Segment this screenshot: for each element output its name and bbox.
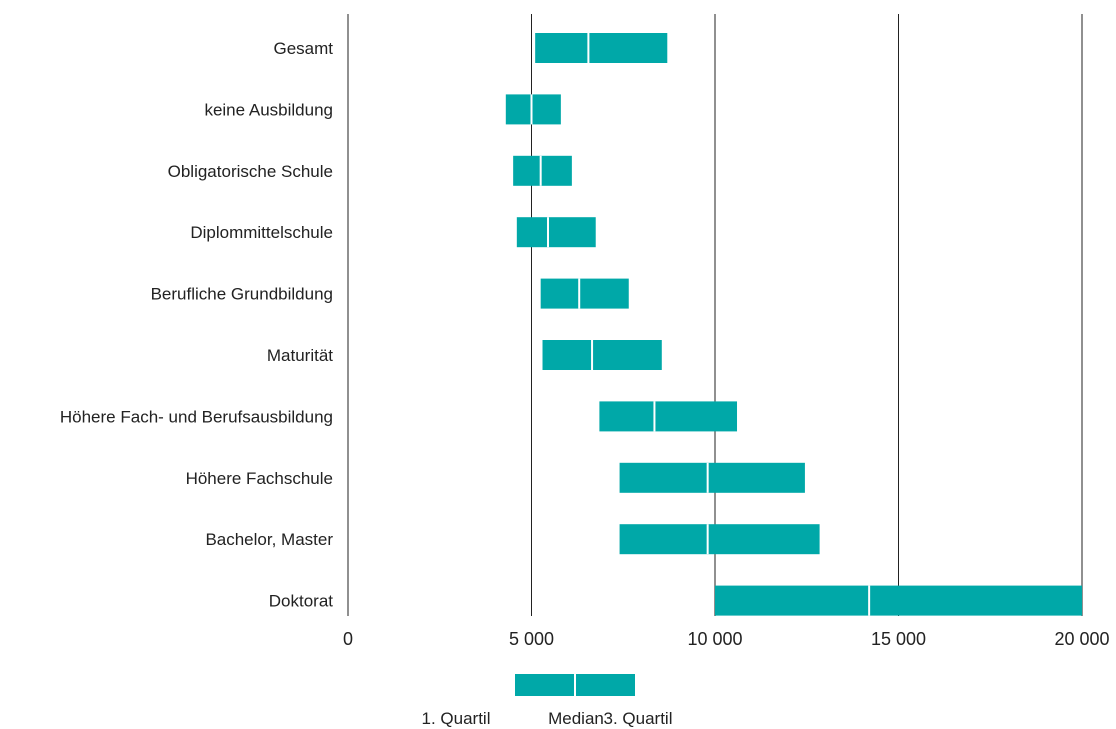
box-1 — [505, 94, 561, 125]
category-labels: Gesamt keine Ausbildung Obligatorische Sch… — [60, 39, 333, 611]
box-5 — [542, 340, 662, 370]
x-tick-label: 10 000 — [687, 629, 742, 649]
category-label: Höhere Fachschule — [186, 469, 333, 488]
x-tick-label: 5 000 — [509, 629, 554, 649]
legend-label: 3. Quartil — [604, 709, 673, 728]
box-6 — [599, 401, 738, 432]
x-tick-label: 15 000 — [871, 629, 926, 649]
x-tick-label: 0 — [343, 629, 353, 649]
box-9 — [715, 585, 1082, 616]
box-7 — [619, 462, 805, 493]
category-label: keine Ausbildung — [204, 100, 333, 119]
box-4 — [540, 278, 629, 309]
x-tick-labels: 0 5 000 10 000 15 000 20 000 — [343, 629, 1110, 649]
category-label: Gesamt — [273, 39, 333, 58]
box-3 — [516, 217, 596, 248]
box-8 — [619, 524, 820, 555]
category-label: Bachelor, Master — [205, 530, 333, 549]
x-tick-label: 20 000 — [1054, 629, 1109, 649]
category-label: Berufliche Grundbildung — [151, 285, 333, 304]
category-label: Obligatorische Schule — [168, 162, 333, 181]
category-label: Höhere Fach- und Berufsausbildung — [60, 407, 333, 426]
category-label: Doktorat — [269, 592, 334, 611]
box-0 — [535, 33, 668, 63]
box-series — [505, 33, 1082, 616]
box-2 — [513, 155, 572, 186]
legend: 1. Quartil Median 3. Quartil — [422, 674, 673, 728]
legend-label: 1. Quartil — [422, 709, 491, 728]
category-label: Maturität — [267, 346, 333, 365]
category-label: Diplommittelschule — [190, 223, 333, 242]
legend-label: Median — [548, 709, 604, 728]
